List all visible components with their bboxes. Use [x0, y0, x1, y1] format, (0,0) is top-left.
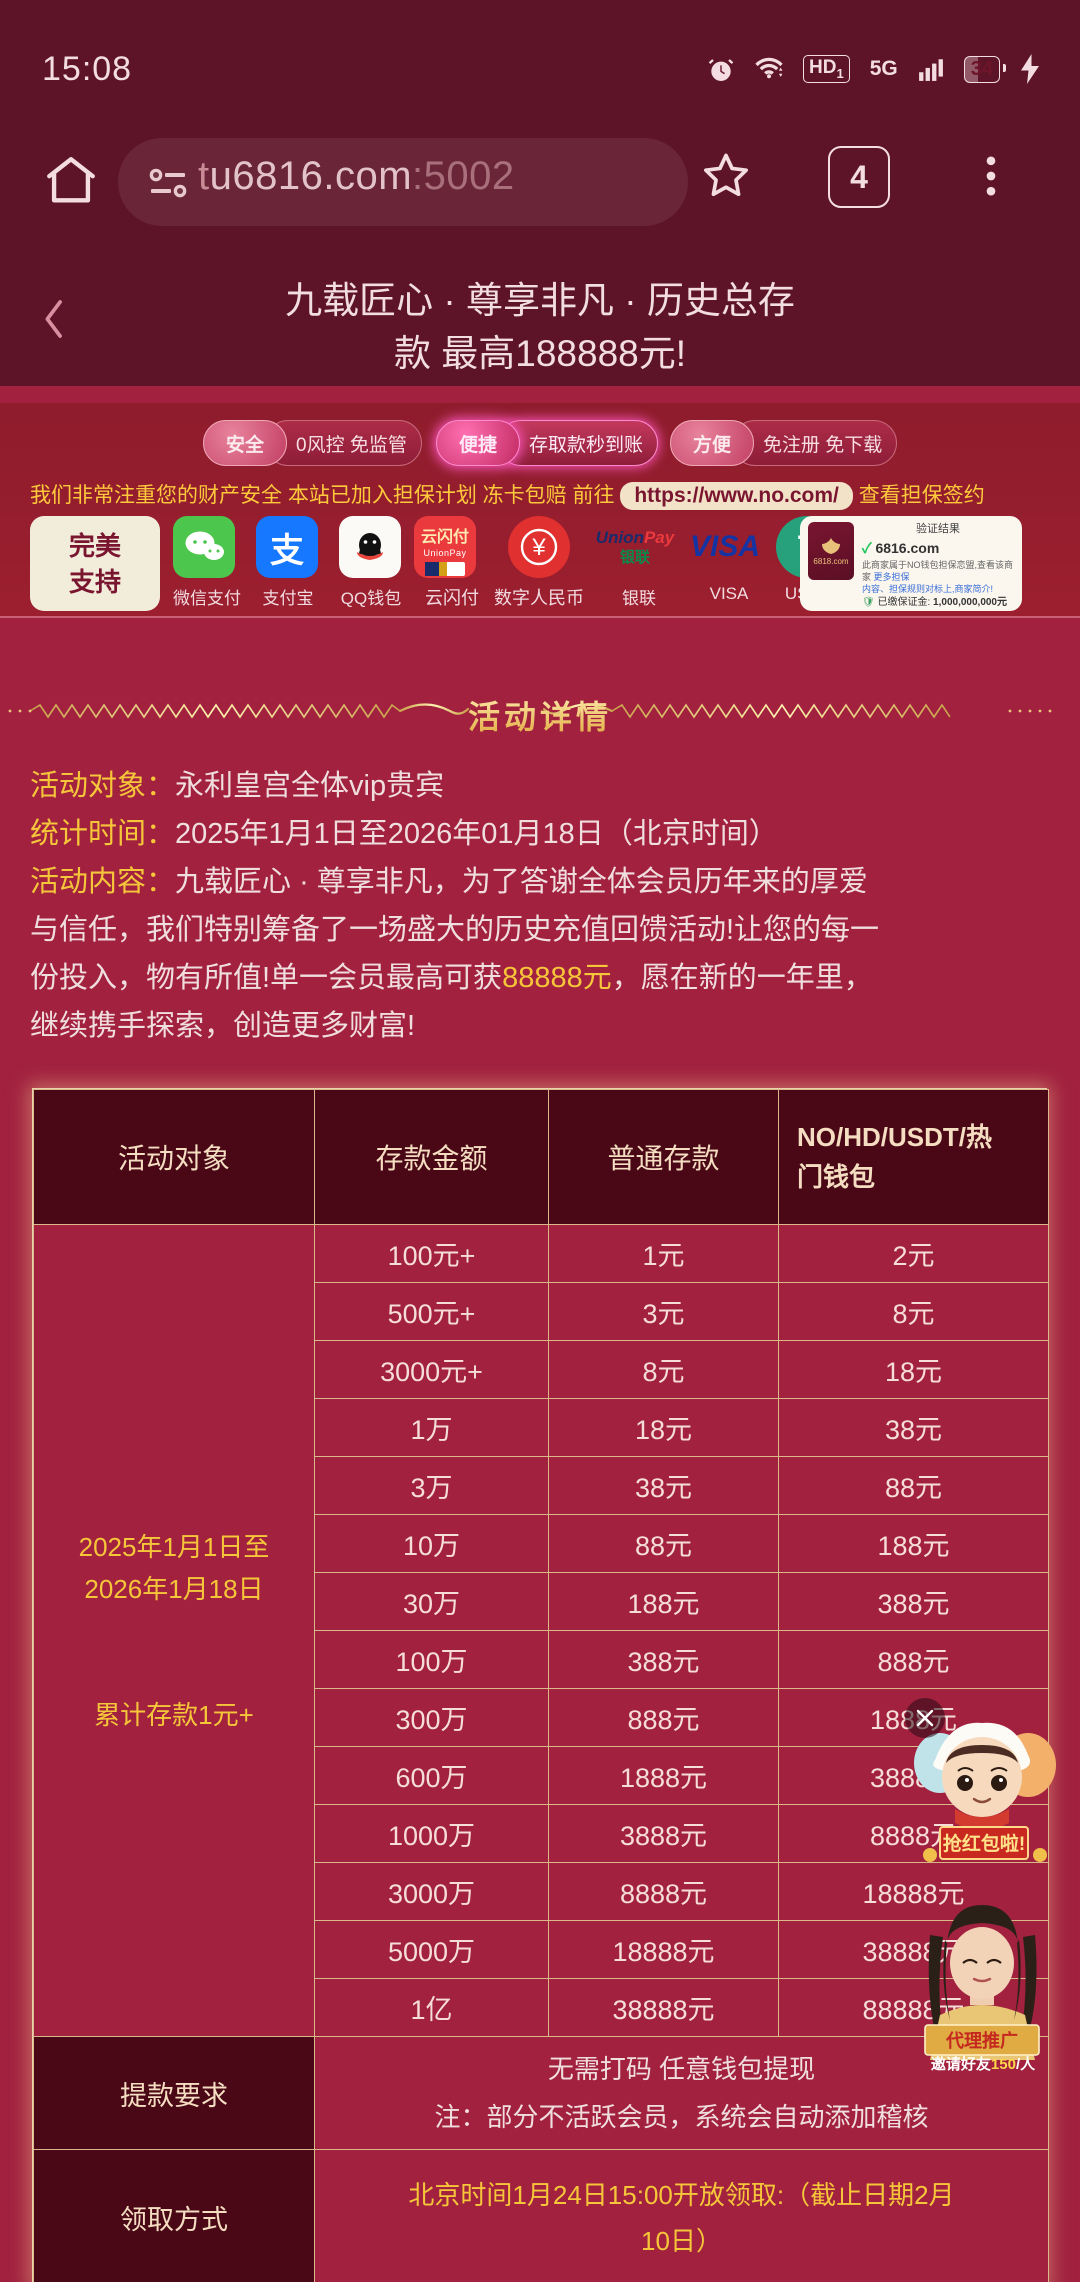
svg-text:抢红包啦!: 抢红包啦!	[943, 1832, 1025, 1855]
svg-text:¥: ¥	[531, 534, 546, 561]
svg-text:代理推广: 代理推广	[945, 2030, 1018, 2051]
